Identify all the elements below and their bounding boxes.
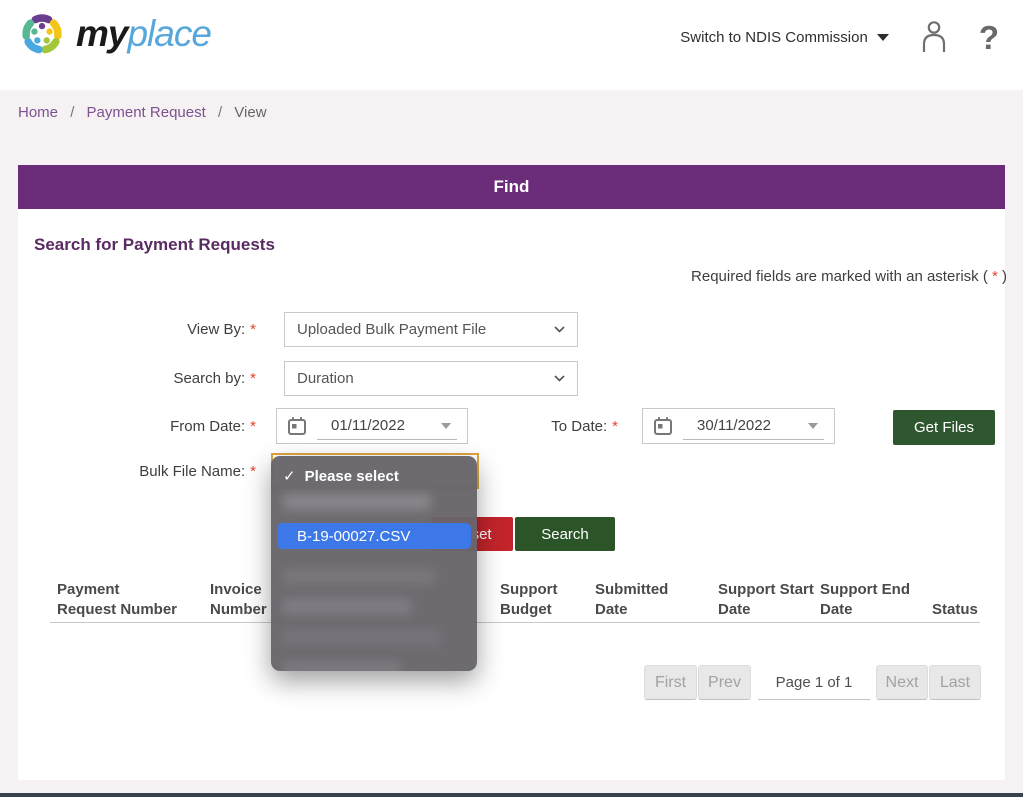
- to-date-value: 30/11/2022: [697, 417, 771, 434]
- checkmark-icon: ✓: [283, 468, 296, 485]
- to-date-label: To Date: *: [551, 418, 618, 435]
- column-submitted-date: Submitted Date: [595, 581, 669, 618]
- search-by-label: Search by: *: [173, 370, 256, 387]
- pagination-next-button[interactable]: Next: [876, 665, 928, 700]
- from-date-input[interactable]: 01/11/2022: [276, 408, 468, 444]
- to-date-input[interactable]: 30/11/2022: [642, 408, 835, 444]
- required-fields-note: Required fields are marked with an aster…: [691, 268, 1007, 285]
- pagination-last-button[interactable]: Last: [929, 665, 981, 700]
- results-table-header: Payment Request Number Invoice Number Su…: [18, 572, 1005, 620]
- asterisk: *: [991, 268, 998, 285]
- chevron-down-icon: [554, 375, 565, 382]
- search-by-select[interactable]: Duration: [284, 361, 578, 396]
- bulk-file-dropdown-menu: ✓ Please select B-19-00027.CSV: [271, 456, 477, 671]
- app-header: myplace Switch to NDIS Commission ?: [0, 0, 1023, 90]
- page-title: Search for Payment Requests: [34, 235, 275, 254]
- breadcrumb-home[interactable]: Home: [18, 104, 59, 121]
- chevron-down-icon: [876, 33, 889, 41]
- from-date-label: From Date: *: [170, 418, 256, 435]
- asterisk: *: [250, 463, 256, 480]
- profile-icon[interactable]: [917, 19, 951, 55]
- view-by-value: Uploaded Bulk Payment File: [297, 321, 487, 338]
- myplace-logo[interactable]: myplace: [14, 6, 212, 62]
- pagination-page-label: Page 1 of 1: [758, 665, 870, 700]
- column-support-start-date: Support Start Date: [718, 581, 814, 618]
- pagination: First Prev Page 1 of 1 Next Last: [644, 665, 982, 700]
- calendar-icon: [287, 416, 307, 436]
- help-icon[interactable]: ?: [978, 18, 999, 56]
- logo-my: my: [76, 13, 128, 54]
- dropdown-option-blurred[interactable]: [283, 599, 411, 614]
- column-support-budget: Support Budget: [500, 581, 558, 618]
- bulk-file-name-label: Bulk File Name: *: [139, 463, 256, 480]
- breadcrumb-separator: /: [70, 104, 75, 121]
- switch-portal-dropdown[interactable]: Switch to NDIS Commission: [680, 29, 889, 46]
- calendar-icon: [653, 416, 673, 436]
- table-divider: [50, 622, 980, 623]
- footer-bar: [0, 793, 1023, 797]
- view-by-label: View By: *: [187, 321, 256, 338]
- from-date-value: 01/11/2022: [331, 417, 405, 434]
- asterisk: *: [612, 418, 618, 435]
- breadcrumb-current-view: View: [234, 104, 267, 121]
- get-files-button[interactable]: Get Files: [893, 410, 995, 445]
- dropdown-option-blurred[interactable]: [283, 569, 435, 584]
- logo-place: place: [127, 13, 211, 54]
- pagination-prev-button[interactable]: Prev: [698, 665, 751, 700]
- view-by-select[interactable]: Uploaded Bulk Payment File: [284, 312, 578, 347]
- dropdown-option-please-select[interactable]: ✓ Please select: [283, 467, 399, 486]
- asterisk: *: [250, 418, 256, 435]
- chevron-down-icon: [554, 326, 565, 333]
- column-support-end-date: Support End Date: [820, 581, 910, 618]
- asterisk: *: [250, 370, 256, 387]
- column-invoice-number: Invoice Number: [210, 581, 267, 618]
- breadcrumb-separator: /: [217, 104, 223, 121]
- chevron-down-icon: [441, 422, 451, 429]
- breadcrumb-payment-request[interactable]: Payment Request: [86, 104, 206, 121]
- dropdown-option-blurred[interactable]: [283, 661, 401, 671]
- breadcrumb: Home / Payment Request / View: [18, 104, 267, 121]
- asterisk: *: [250, 321, 256, 338]
- logo-wordmark: myplace: [76, 13, 212, 55]
- myplace-star-icon: [14, 6, 70, 62]
- dropdown-option-highlighted[interactable]: B-19-00027.CSV: [277, 523, 471, 549]
- chevron-down-icon: [808, 422, 818, 429]
- column-payment-request-number: Payment Request Number: [57, 581, 178, 618]
- search-by-value: Duration: [297, 370, 354, 387]
- dropdown-option-blurred[interactable]: [283, 630, 441, 645]
- dropdown-option-blurred[interactable]: [283, 494, 431, 510]
- switch-portal-label: Switch to NDIS Commission: [680, 28, 868, 46]
- pagination-first-button[interactable]: First: [644, 665, 697, 700]
- search-button[interactable]: Search: [515, 517, 615, 551]
- column-status: Status: [932, 601, 978, 618]
- find-banner-title: Find: [493, 177, 530, 196]
- find-banner: Find: [18, 165, 1005, 209]
- find-panel: Find Search for Payment Requests Require…: [18, 165, 1007, 780]
